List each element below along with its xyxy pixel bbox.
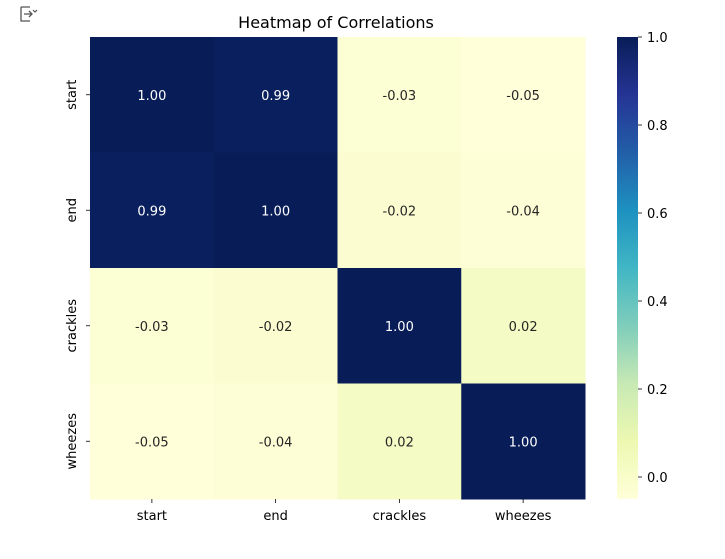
colorbar-tick-label: 1.0 (647, 31, 668, 46)
heatmap-cell (213, 268, 338, 384)
heatmap-cell (337, 268, 462, 384)
cell-value-label: -0.04 (506, 204, 540, 219)
heatmap-cells (90, 37, 586, 500)
heatmap-cell (90, 383, 215, 500)
x-tick-label: wheezes (495, 509, 552, 524)
heatmap-cell (337, 37, 462, 153)
x-axis: start end crackles wheezes (137, 499, 552, 524)
cell-value-label: -0.04 (259, 435, 293, 450)
colorbar-axis: 1.0 0.8 0.6 0.4 0.2 0.0 (638, 31, 668, 486)
cell-value-label: 1.00 (385, 320, 414, 335)
heatmap-cell-labels: 1.00 0.99 -0.03 -0.05 0.99 1.00 -0.02 -0.04 -0.0… (135, 89, 540, 451)
cell-value-label: 1.00 (261, 204, 290, 219)
chart-title: Heatmap of Correlations (238, 13, 434, 32)
colorbar-tick-label: 0.2 (647, 383, 668, 398)
heatmap-cell (461, 383, 586, 500)
y-tick-label: start (65, 80, 80, 110)
cell-value-label: -0.05 (506, 89, 540, 104)
x-tick-label: start (137, 509, 167, 524)
cell-value-label: 0.99 (261, 89, 290, 104)
colorbar-tick-label: 0.4 (647, 295, 668, 310)
heatmap-cell (213, 37, 338, 153)
y-tick-label: end (65, 198, 80, 223)
cell-value-label: -0.03 (135, 320, 169, 335)
heatmap-cell (90, 37, 215, 153)
heatmap-cell (337, 383, 462, 500)
heatmap-cell (461, 37, 586, 153)
y-tick-label: wheezes (65, 413, 80, 470)
cell-value-label: -0.02 (383, 204, 417, 219)
cell-value-label: 0.99 (137, 204, 166, 219)
x-tick-label: crackles (373, 509, 427, 524)
cell-value-label: 0.02 (385, 435, 414, 450)
cell-value-label: -0.05 (135, 435, 169, 450)
cell-value-label: -0.02 (259, 320, 293, 335)
heatmap-cell (461, 268, 586, 384)
colorbar-tick-label: 0.6 (647, 207, 668, 222)
expand-icon[interactable] (18, 4, 40, 24)
heatmap-cell (461, 152, 586, 269)
y-axis: start end crackles wheezes (65, 80, 90, 470)
heatmap-cell (337, 152, 462, 269)
colorbar (617, 37, 638, 499)
x-tick-label: end (263, 509, 288, 524)
heatmap-cell (90, 268, 215, 384)
heatmap-cell (90, 152, 215, 269)
colorbar-tick-label: 0.0 (647, 471, 668, 486)
cell-value-label: 1.00 (137, 89, 166, 104)
colorbar-tick-label: 0.8 (647, 119, 668, 134)
heatmap-cell (213, 383, 338, 500)
heatmap-cell (213, 152, 338, 269)
y-tick-label: crackles (65, 299, 80, 353)
cell-value-label: 1.00 (509, 435, 538, 450)
cell-value-label: 0.02 (509, 320, 538, 335)
cell-value-label: -0.03 (383, 89, 417, 104)
